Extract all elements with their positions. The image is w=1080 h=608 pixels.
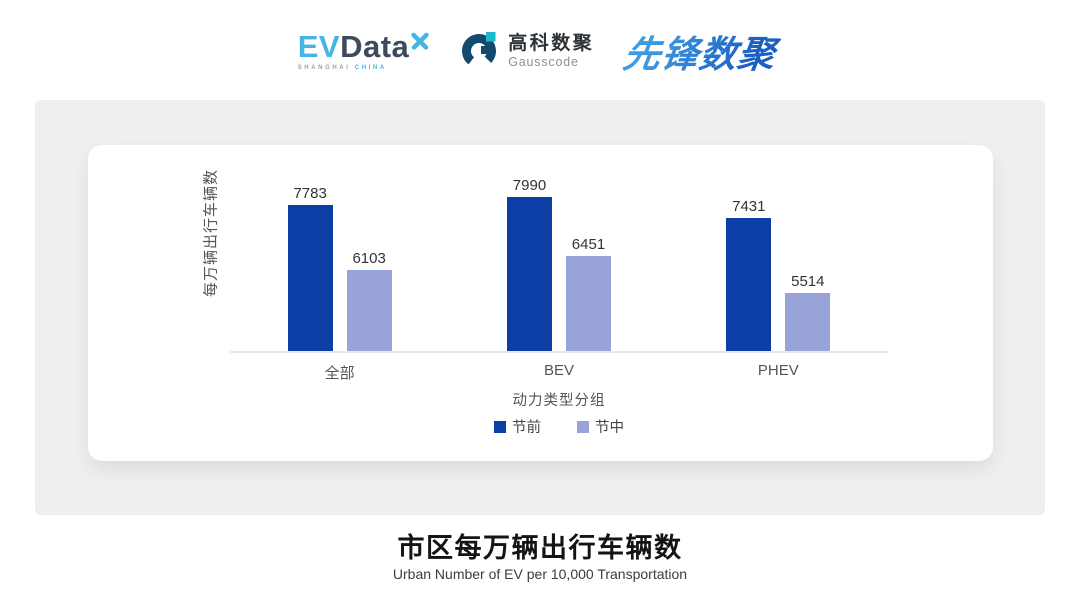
gausscode-en-text: Gausscode [508,54,579,69]
bar-group-全部: 7783 6103 [230,145,449,351]
bar-节中-PHEV [785,292,831,351]
category-labels: 全部 BEV PHEV [230,362,888,383]
gausscode-cn-text: 高科数聚 [508,33,595,55]
bar-节前-PHEV [726,218,772,351]
header-logos: EV Data SHANGHAI CHINA 高科 [0,0,1080,100]
legend-item-pre-festival[interactable]: 节前 [494,416,541,437]
category-label-PHEV: PHEV [757,362,799,379]
chart-subtitle: Urban Number of EV per 10,000 Transporta… [392,566,688,582]
bar-value-label: 7990 [512,176,547,194]
bar-节中-全部 [346,269,392,351]
bar-group-BEV: 7990 6451 [449,145,668,351]
legend-label: 节前 [512,420,541,436]
gausscode-wordmark: 高科数聚 Gausscode [508,33,594,69]
chart-card: 每万辆出行车辆数 7783 6103 7990 6451 7431 5514 全部 BEV P… [88,145,993,461]
plot-area: 7783 6103 7990 6451 7431 5514 [230,145,888,353]
chart-panel: 每万辆出行车辆数 7783 6103 7990 6451 7431 5514 全部 BEV P… [35,100,1045,515]
legend-label: 节中 [595,420,624,436]
gausscode-g-icon [460,29,500,74]
bar-value-label: 7783 [293,184,327,202]
evdata-logo: EV Data SHANGHAI CHINA [298,31,431,71]
x-axis-label: 动力类型分组 [512,393,606,409]
bar-group-PHEV: 7431 5514 [669,145,888,351]
evdata-wordmark: EV Data [298,31,431,62]
chart-title: 市区每万辆出行车辆数 [397,533,683,563]
legend-item-mid-festival[interactable]: 节中 [577,416,624,437]
category-label-全部: 全部 [324,365,355,382]
bar-value-label: 6451 [571,236,606,254]
evdata-tagline: SHANGHAI CHINA [297,65,387,71]
bar-wrap: 7783 [287,184,333,351]
gausscode-logo: 高科数聚 Gausscode [460,29,594,74]
bar-wrap: 7431 [726,198,772,351]
evdata-data-text: Data [340,29,410,64]
bar-节中-BEV [565,256,611,351]
bar-节前-BEV [506,196,552,351]
evdata-x-icon [410,25,430,56]
xianfeng-logo: 先锋数聚 [620,24,786,78]
legend: 节前 节中 [230,416,888,437]
legend-swatch-icon [577,420,589,433]
bar-节前-全部 [287,204,333,351]
bar-value-label: 7431 [732,198,766,216]
bar-wrap: 6451 [565,236,611,351]
bar-wrap: 5514 [785,272,831,351]
bar-value-label: 5514 [791,272,825,290]
legend-swatch-icon [494,420,506,433]
y-axis-label: 每万辆出行车辆数 [202,168,220,298]
bar-wrap: 7990 [506,176,552,351]
evdata-ev-text: EV [297,29,341,64]
bar-wrap: 6103 [346,249,392,351]
bar-value-label: 6103 [352,249,386,267]
category-label-BEV: BEV [543,362,574,379]
